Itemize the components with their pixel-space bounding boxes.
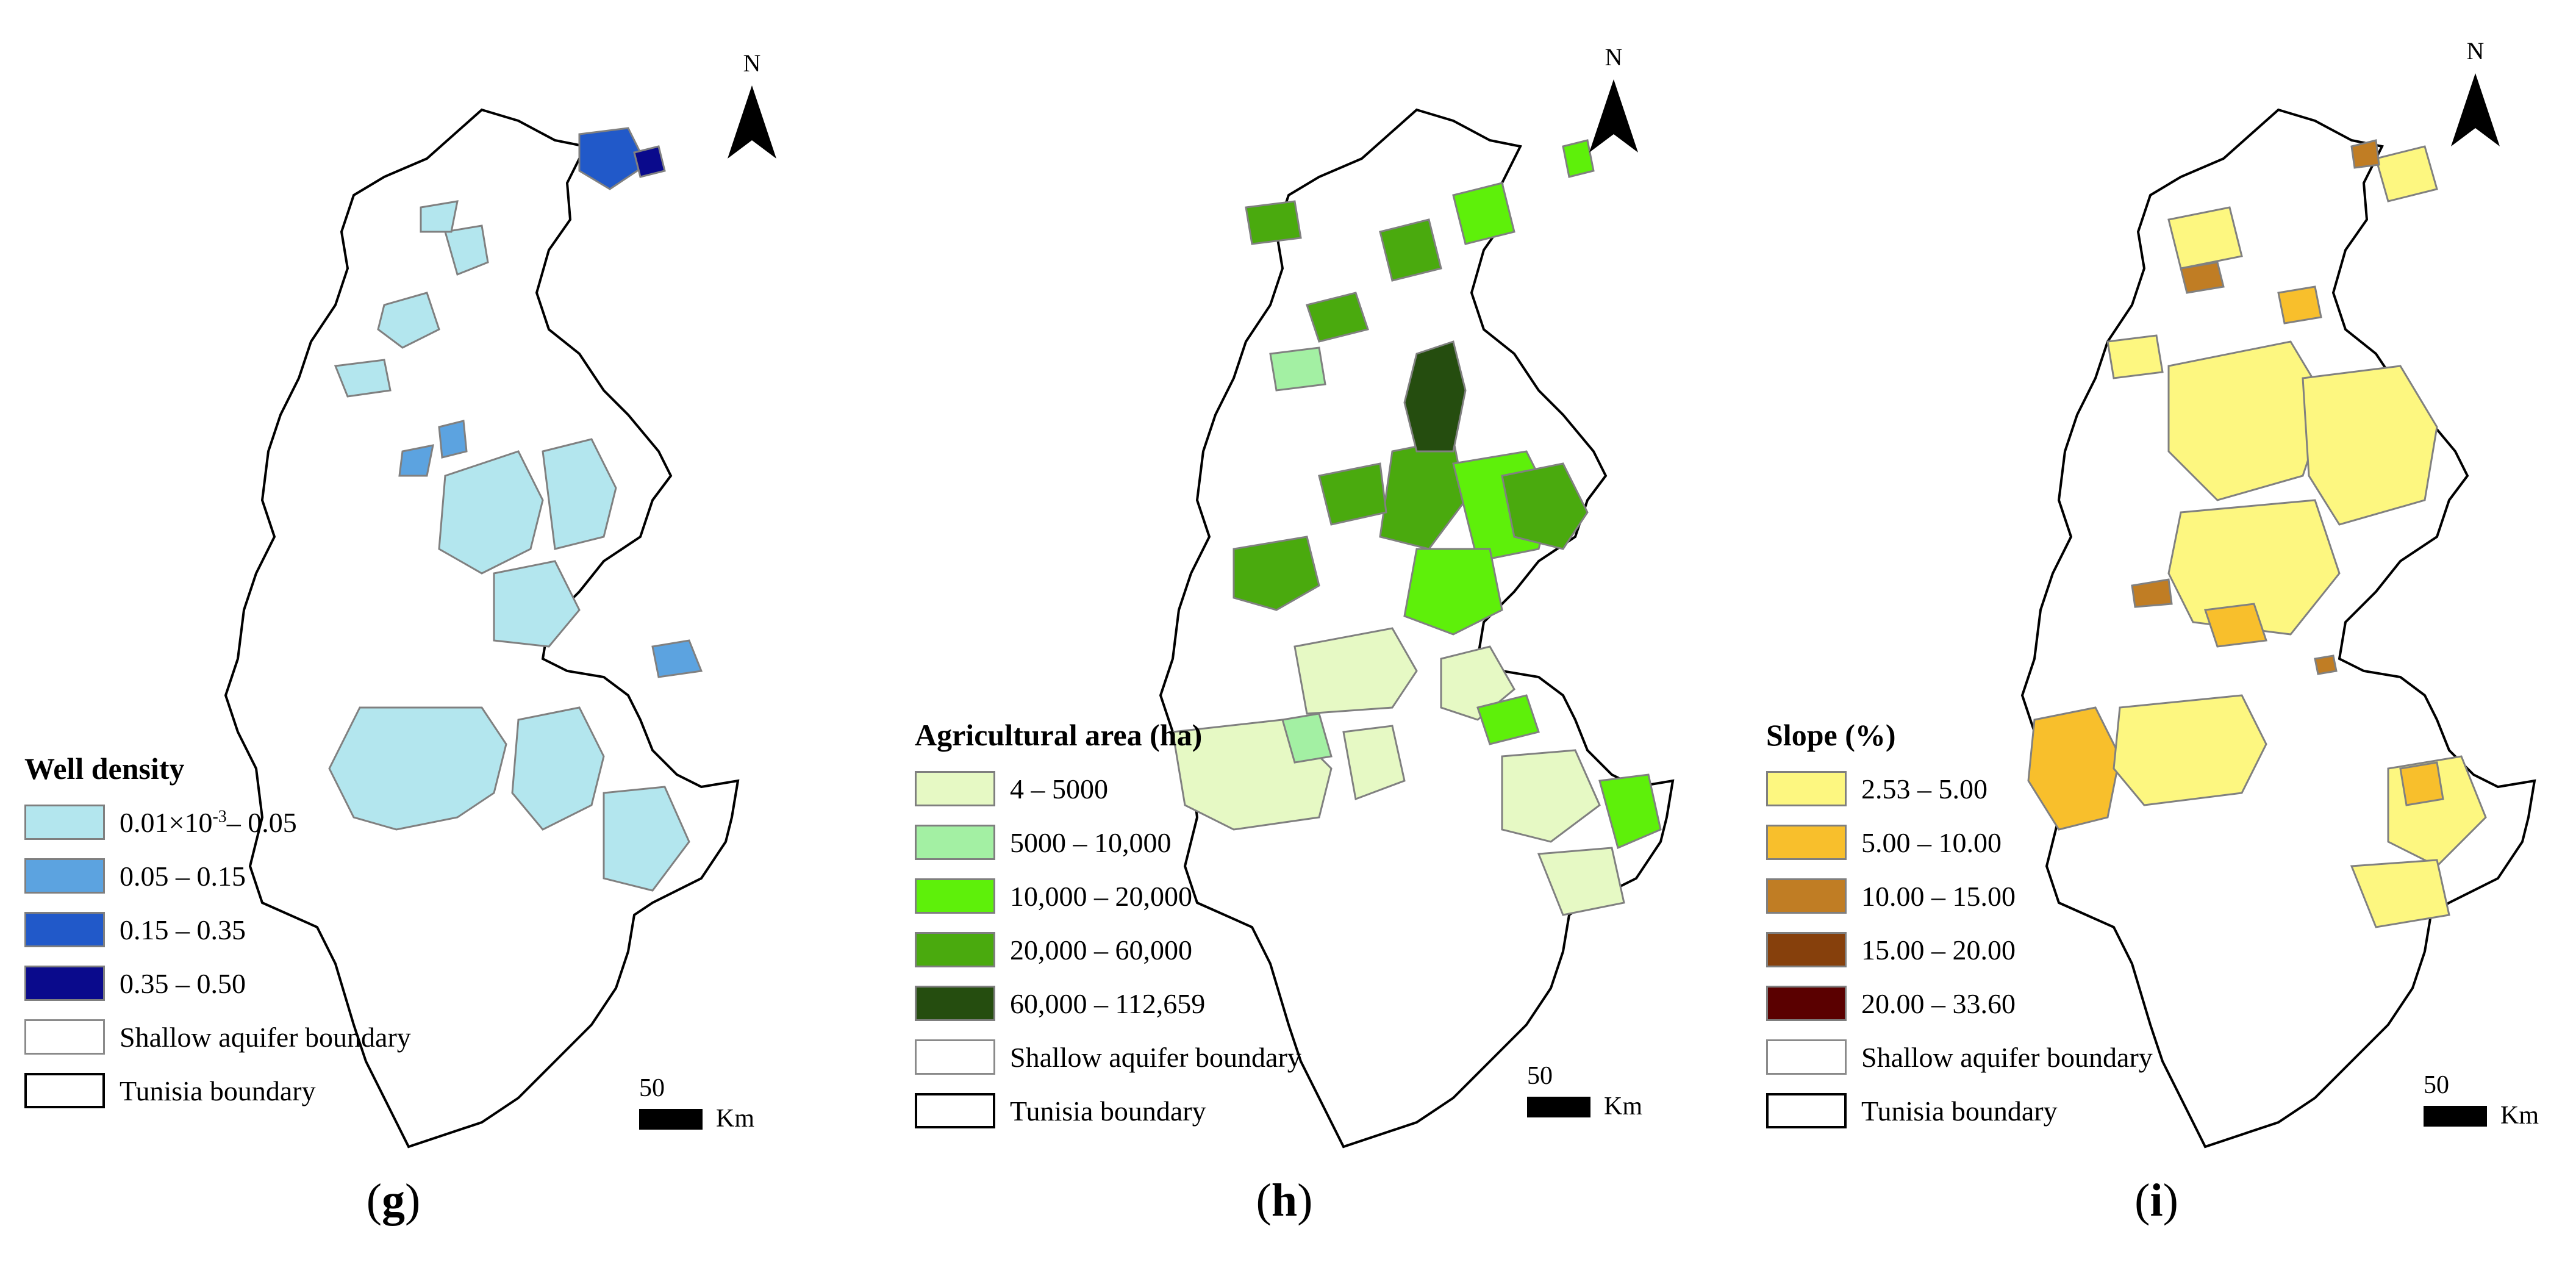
legend-swatch (1766, 932, 1847, 967)
legend-label: Tunisia boundary (1861, 1095, 2058, 1127)
legend-item-aquifer: Shallow aquifer boundary (24, 1010, 411, 1064)
legend-title: Well density (24, 751, 185, 786)
legend: Slope (%) 2.53 – 5.00 5.00 – 10.00 10.00… (1766, 717, 2153, 1138)
panel-label: (h) (1256, 1175, 1313, 1226)
legend-swatch (915, 771, 995, 806)
north-arrow-icon (728, 85, 776, 159)
map-panel-well-density: N 50 Km Well density 0.01×10-3– 0.05 0.0… (0, 0, 859, 1262)
scale-bar: 50 Km (1522, 1061, 1669, 1128)
legend: Well density 0.01×10-3– 0.05 0.05 – 0.15… (24, 750, 411, 1117)
legend-item: 5000 – 10,000 (915, 816, 1301, 869)
map-panel-slope: N 50 Km Slope (%) 2.53 – 5.00 5.00 – 10.… (1717, 0, 2576, 1262)
north-arrow: N (2446, 37, 2505, 152)
legend-swatch (915, 1039, 995, 1075)
legend-label: 0.01×10-3– 0.05 (120, 806, 297, 838)
north-arrow-icon (1589, 79, 1638, 152)
north-arrow: N (1584, 43, 1643, 159)
north-label: N (2466, 37, 2485, 65)
legend-label: 2.53 – 5.00 (1861, 773, 1987, 805)
legend-swatch (24, 966, 105, 1001)
legend-label: Tunisia boundary (120, 1075, 316, 1106)
aquifer-polygons (328, 127, 703, 892)
legend-label: 0.05 – 0.15 (120, 860, 246, 892)
legend-item: 5.00 – 10.00 (1766, 816, 2153, 869)
legend-swatch (1766, 771, 1847, 806)
legend-swatch (915, 878, 995, 914)
legend-swatch (915, 825, 995, 860)
map-panel-agricultural-area: N 50 Km Agricultural area (ha) 4 – 5000 … (859, 0, 1717, 1262)
scale-unit: Km (716, 1105, 754, 1133)
scale-number: 50 (639, 1074, 665, 1102)
north-label: N (1605, 43, 1623, 71)
aquifer-polygons (1172, 139, 1662, 916)
slope-map (2020, 108, 2536, 1149)
scale-bar: 50 Km (634, 1074, 781, 1141)
legend-item: 0.35 – 0.50 (24, 956, 411, 1010)
legend-label: Shallow aquifer boundary (1010, 1041, 1301, 1073)
legend-item-tunisia: Tunisia boundary (915, 1084, 1301, 1138)
legend-label: 10,000 – 20,000 (1010, 880, 1192, 912)
legend-swatch (24, 1073, 105, 1108)
legend-label: 0.35 – 0.50 (120, 967, 246, 999)
legend-label: 4 – 5000 (1010, 773, 1108, 805)
legend-swatch (915, 986, 995, 1021)
legend-label: Shallow aquifer boundary (1861, 1041, 2153, 1073)
scale-bar-graphic (2424, 1106, 2487, 1127)
legend-item-tunisia: Tunisia boundary (24, 1064, 411, 1117)
legend-item: 0.01×10-3– 0.05 (24, 795, 411, 849)
legend: Agricultural area (ha) 4 – 5000 5000 – 1… (915, 717, 1301, 1138)
legend-item: 4 – 5000 (915, 762, 1301, 816)
legend-label: 20.00 – 33.60 (1861, 988, 2016, 1019)
scale-bar: 50 Km (2419, 1070, 2565, 1138)
legend-item-aquifer: Shallow aquifer boundary (915, 1030, 1301, 1084)
legend-title: Agricultural area (ha) (915, 718, 1203, 752)
panel-label: (g) (366, 1175, 421, 1226)
legend-swatch (24, 858, 105, 894)
scale-unit: Km (1604, 1092, 1642, 1120)
agricultural-area-map (1159, 108, 1675, 1149)
scale-bar-graphic (639, 1109, 703, 1130)
scale-number: 50 (1527, 1062, 1553, 1090)
panel-label: (i) (2134, 1175, 2178, 1226)
legend-item: 15.00 – 20.00 (1766, 923, 2153, 977)
legend-item: 10,000 – 20,000 (915, 869, 1301, 923)
legend-swatch (24, 1019, 105, 1055)
legend-label: 15.00 – 20.00 (1861, 934, 2016, 966)
legend-swatch (24, 912, 105, 947)
aquifer-polygons (2027, 139, 2487, 928)
legend-label: 10.00 – 15.00 (1861, 880, 2016, 912)
legend-swatch (915, 932, 995, 967)
legend-swatch (915, 1093, 995, 1128)
scale-number: 50 (2424, 1071, 2449, 1099)
legend-item: 2.53 – 5.00 (1766, 762, 2153, 816)
legend-label: 0.15 – 0.35 (120, 914, 246, 945)
legend-label: 5000 – 10,000 (1010, 826, 1172, 858)
scale-bar-graphic (1527, 1097, 1590, 1117)
north-label: N (743, 49, 761, 77)
legend-swatch (1766, 1093, 1847, 1128)
legend-item: 60,000 – 112,659 (915, 977, 1301, 1030)
legend-swatch (24, 805, 105, 840)
legend-label: 5.00 – 10.00 (1861, 826, 2002, 858)
legend-item-tunisia: Tunisia boundary (1766, 1084, 2153, 1138)
legend-title: Slope (%) (1766, 718, 1896, 752)
legend-label: 20,000 – 60,000 (1010, 934, 1192, 966)
legend-item: 0.15 – 0.35 (24, 903, 411, 956)
legend-label: Tunisia boundary (1010, 1095, 1206, 1127)
north-arrow-icon (2451, 73, 2500, 146)
legend-item: 20,000 – 60,000 (915, 923, 1301, 977)
legend-item: 20.00 – 33.60 (1766, 977, 2153, 1030)
north-arrow: N (723, 49, 781, 165)
legend-item-aquifer: Shallow aquifer boundary (1766, 1030, 2153, 1084)
legend-item: 0.05 – 0.15 (24, 849, 411, 903)
well-density-map (224, 108, 740, 1149)
scale-unit: Km (2500, 1102, 2539, 1130)
legend-swatch (1766, 878, 1847, 914)
legend-swatch (1766, 825, 1847, 860)
legend-swatch (1766, 986, 1847, 1021)
legend-item: 10.00 – 15.00 (1766, 869, 2153, 923)
legend-label: 60,000 – 112,659 (1010, 988, 1206, 1019)
legend-swatch (1766, 1039, 1847, 1075)
legend-label: Shallow aquifer boundary (120, 1021, 411, 1053)
